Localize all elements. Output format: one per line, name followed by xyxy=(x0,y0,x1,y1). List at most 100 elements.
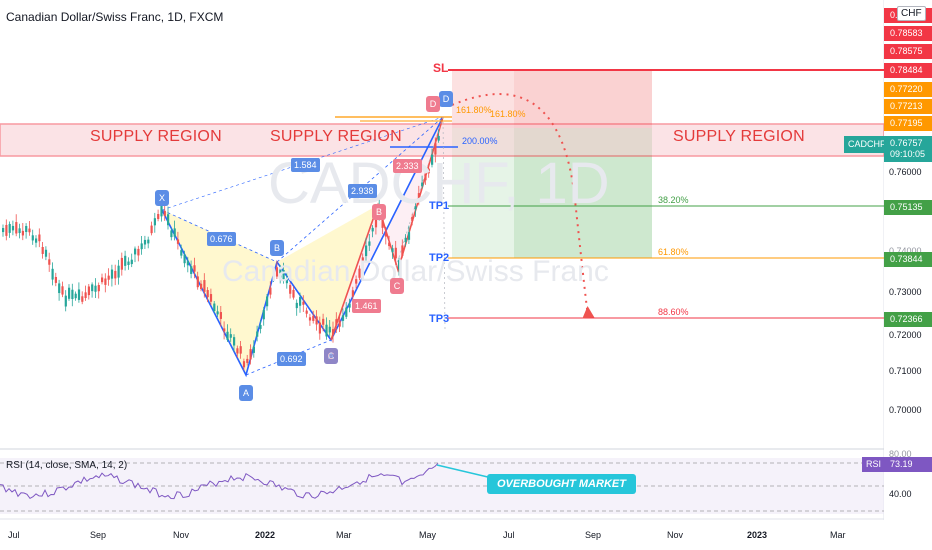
candle-body xyxy=(259,324,262,329)
candle-body xyxy=(391,248,394,253)
candle-body xyxy=(381,216,384,228)
price-tag: 0.78583 xyxy=(884,26,932,41)
candle-body xyxy=(302,301,305,305)
point-b-pink-label[interactable]: B xyxy=(372,204,386,220)
projection-arrow xyxy=(451,93,595,319)
candle-body xyxy=(127,261,130,266)
candle-body xyxy=(242,361,246,368)
time-tick: Nov xyxy=(173,530,190,540)
candle-body xyxy=(368,241,371,246)
candle-body xyxy=(94,285,97,292)
candle-body xyxy=(282,269,285,280)
price-tag: 0.77195 xyxy=(884,116,932,131)
point-d-pink-label[interactable]: D xyxy=(426,96,440,112)
candle-body xyxy=(134,248,137,255)
point-d-label[interactable]: D xyxy=(439,91,453,107)
overbought-callout: OVERBOUGHT MARKET xyxy=(487,474,636,494)
candle-body xyxy=(180,250,183,256)
candle-body xyxy=(64,295,67,307)
candle-body xyxy=(31,235,34,241)
candle-body xyxy=(58,283,61,294)
tp3-price-tag: 0.72366 xyxy=(884,312,932,327)
time-tick: May xyxy=(419,530,437,540)
price-tick: 0.73000 xyxy=(889,287,922,297)
candle-body xyxy=(110,269,114,279)
candle-body xyxy=(365,245,368,257)
candle-body xyxy=(137,248,140,256)
supply-region-label-1: SUPPLY REGION xyxy=(90,128,222,145)
candle-body xyxy=(167,214,170,226)
risk-zone xyxy=(452,70,652,128)
candle-body xyxy=(183,254,186,264)
candle-body xyxy=(345,307,348,317)
fib-161-right: 161.80% xyxy=(490,109,526,119)
time-tick: 2022 xyxy=(255,530,276,540)
candle-body xyxy=(48,259,51,265)
price-tick: 0.76000 xyxy=(889,167,922,177)
point-b-label[interactable]: B xyxy=(270,240,284,256)
candle-body xyxy=(239,346,242,354)
candle-body xyxy=(120,257,123,270)
watermark-symbol: CADCHF, 1D xyxy=(268,151,610,216)
candle-body xyxy=(295,302,298,309)
candle-body xyxy=(279,268,282,280)
candle-body xyxy=(361,257,364,266)
candle-body xyxy=(407,232,411,240)
candle-body xyxy=(54,276,57,283)
candle-body xyxy=(87,286,90,296)
candle-body xyxy=(160,205,163,217)
candle-body xyxy=(299,297,302,306)
rsi-tick-top: 80.00 xyxy=(889,449,912,459)
candle-body xyxy=(358,268,361,278)
candle-body xyxy=(124,255,127,266)
candle-body xyxy=(28,228,31,233)
ratio-chip: 1.584 xyxy=(291,158,320,172)
candle-body xyxy=(21,230,24,236)
candle-body xyxy=(35,238,38,243)
candle-body xyxy=(434,143,437,155)
candle-body xyxy=(147,239,150,244)
rsi-label[interactable]: RSI (14, close, SMA, 14, 2) xyxy=(6,460,128,471)
watermark-name: Canadian Dollar/Swiss Franc xyxy=(222,255,609,288)
candle-body xyxy=(2,228,5,233)
candle-body xyxy=(315,316,318,325)
candle-body xyxy=(8,223,11,233)
candle-body xyxy=(233,337,236,346)
ratio-chip: 1.461 xyxy=(352,299,381,313)
point-a-label[interactable]: A xyxy=(239,385,253,401)
candle-body xyxy=(114,270,117,279)
point-x-label[interactable]: X xyxy=(155,190,169,206)
candle-body xyxy=(97,284,100,292)
current-price: 0.76757 xyxy=(890,138,923,148)
candle-body xyxy=(18,228,21,234)
candle-body xyxy=(226,331,229,340)
bar-countdown: 09:10:05 xyxy=(890,149,926,159)
candle-body xyxy=(355,279,358,284)
rsi-value: 73.19 xyxy=(884,457,932,472)
candle-body xyxy=(252,346,255,353)
price-tag: 0.77213 xyxy=(884,99,932,114)
ratio-chip: 2.333 xyxy=(393,159,422,173)
currency-button[interactable]: CHF xyxy=(897,6,926,21)
candle-body xyxy=(41,246,44,254)
candle-body xyxy=(332,329,335,335)
candle-body xyxy=(104,278,107,285)
symbol-tag: CADCHF xyxy=(844,136,890,153)
point-c-label[interactable]: C xyxy=(324,348,338,364)
sl-price-tag: 0.78484 xyxy=(884,63,932,78)
tp1-label: TP1 xyxy=(429,200,450,212)
candle-body xyxy=(341,315,345,321)
candle-body xyxy=(308,317,312,321)
candle-body xyxy=(256,331,259,337)
candle-body xyxy=(173,228,176,237)
candle-body xyxy=(236,348,239,354)
overbought-pointer xyxy=(436,464,493,479)
point-a-pink-label[interactable]: A xyxy=(324,348,338,364)
candle-body xyxy=(328,326,331,333)
candle-body xyxy=(384,232,387,237)
candle-body xyxy=(196,276,199,288)
candle-body xyxy=(51,268,54,280)
candle-body xyxy=(216,311,219,315)
point-c-pink-label[interactable]: C xyxy=(390,278,404,294)
